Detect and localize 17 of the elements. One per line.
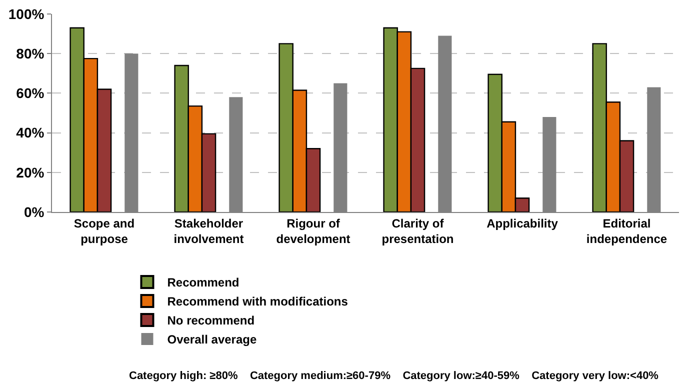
x-tick-label: Scope and purpose xyxy=(74,216,135,246)
legend-label: No recommend xyxy=(167,314,255,328)
text: Category high: ≥80% Category medium:≥60-79% Category low:≥40-59% Category very low:<40% xyxy=(129,370,659,382)
y-tick-label: 60% xyxy=(16,85,45,102)
legend-label: Recommend with modifications xyxy=(167,294,348,309)
x-tick-label: Applicability xyxy=(486,216,558,230)
y-tick-label: 40% xyxy=(16,124,45,141)
x-tick-label: Rigour of development xyxy=(276,216,350,246)
x-tick-label: Editorial independence xyxy=(586,216,668,246)
legend-label: Recommend xyxy=(167,276,240,290)
y-tick-label: 0% xyxy=(24,204,45,220)
y-tick-label: 100% xyxy=(8,6,45,22)
x-tick-label: Stakeholder involvement xyxy=(174,216,244,246)
y-tick-label: 20% xyxy=(16,164,45,180)
y-tick-label: 80% xyxy=(16,46,45,62)
x-tick-label: Clarity of presentation xyxy=(382,216,454,246)
legend-label: Overall average xyxy=(167,332,257,347)
